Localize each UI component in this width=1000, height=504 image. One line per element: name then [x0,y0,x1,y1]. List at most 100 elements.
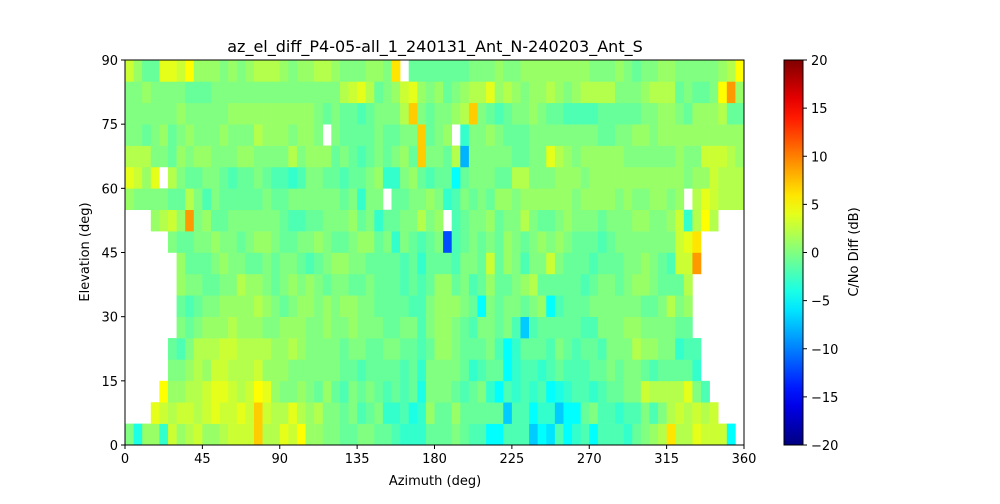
heatmap-cell [382,252,392,275]
heatmap-cell [632,359,642,382]
heatmap-cell [159,380,169,403]
heatmap-cell [288,338,298,360]
heatmap-cell [339,252,349,275]
heatmap-cell [219,81,229,104]
heatmap-cell [365,102,375,125]
heatmap-cell [417,338,427,360]
heatmap-cell [296,60,306,82]
heatmap-cell [236,102,246,125]
heatmap-cell [701,124,710,146]
heatmap-cell [735,188,745,211]
heatmap-cell [434,60,444,82]
heatmap-cell [253,316,263,339]
heatmap-cell [391,316,401,339]
heatmap-cell [348,231,358,253]
heatmap-cell [296,295,306,317]
heatmap-cell [374,124,384,146]
heatmap-cell [253,273,263,296]
heatmap-cell [236,145,246,168]
heatmap-cell [176,273,186,296]
heatmap-cell [546,423,556,446]
heatmap-cell [477,295,487,317]
x-tick-label: 180 [422,452,447,467]
heatmap-cell [658,188,667,211]
heatmap-cell [468,188,478,211]
heatmap-cell [150,102,160,125]
heatmap-cell [675,338,685,360]
heatmap-cell [262,273,272,296]
heatmap-cell [159,188,169,211]
heatmap-cell [623,81,633,104]
heatmap-cell [133,166,143,189]
heatmap-cell [193,81,203,104]
heatmap-cell [391,423,401,446]
heatmap-cell [400,81,410,104]
heatmap-cell [339,273,349,296]
heatmap-cell [150,81,160,104]
heatmap-cell [193,402,203,424]
heatmap-cell [408,273,418,296]
heatmap-cell [193,145,203,168]
heatmap-cell [554,380,564,403]
heatmap-cell [408,402,418,424]
heatmap-cell [735,60,745,82]
heatmap-cell [434,166,444,189]
heatmap-cell [701,81,710,104]
heatmap-cell [167,124,177,146]
heatmap-cell [339,81,349,104]
heatmap-cell [451,338,461,360]
heatmap-cell [451,231,461,253]
heatmap-cell [417,402,427,424]
heatmap-cell [176,338,186,360]
heatmap-cell [546,60,556,82]
heatmap-cell [623,102,633,125]
heatmap-cell [253,423,263,446]
heatmap-cell [193,124,203,146]
heatmap-cell [288,102,298,125]
heatmap-cell [176,423,186,446]
heatmap-cell [675,145,685,168]
heatmap-cell [305,380,315,403]
heatmap-cell [640,124,650,146]
heatmap-cell [210,145,220,168]
heatmap-cell [606,188,616,211]
heatmap-cell [159,209,169,232]
heatmap-cell [520,166,530,189]
heatmap-cell [718,166,728,189]
heatmap-cell [288,231,298,253]
heatmap-cell [486,81,495,104]
heatmap-cell [537,102,547,125]
heatmap-cell [322,380,332,403]
heatmap-cell [391,188,401,211]
heatmap-cell [443,60,452,82]
heatmap-cell [253,295,263,317]
heatmap-cell [658,209,667,232]
heatmap-cell [623,209,633,232]
heatmap-cell [348,188,358,211]
heatmap-cell [193,423,203,446]
heatmap-cell [443,81,452,104]
heatmap-cell [468,359,478,382]
heatmap-cell [202,423,212,446]
heatmap-cell [210,359,220,382]
heatmap-cell [468,145,478,168]
heatmap-cell [520,316,530,339]
heatmap-cell [417,60,427,82]
heatmap-cell [314,231,324,253]
heatmap-cell [314,402,324,424]
heatmap-cell [554,145,564,168]
heatmap-cell [185,359,195,382]
heatmap-cell [202,273,212,296]
heatmap-cell [296,124,306,146]
heatmap-cell [709,166,719,189]
heatmap-cell [219,338,229,360]
colorbar-tick-label: −10 [811,343,838,358]
y-tick-label: 45 [101,247,118,262]
heatmap-cell [236,60,246,82]
heatmap-cell [658,102,667,125]
heatmap-cell [322,295,332,317]
heatmap-cell [339,102,349,125]
heatmap-cell [563,124,573,146]
heatmap-cell [494,102,504,125]
heatmap-cell [572,209,581,232]
